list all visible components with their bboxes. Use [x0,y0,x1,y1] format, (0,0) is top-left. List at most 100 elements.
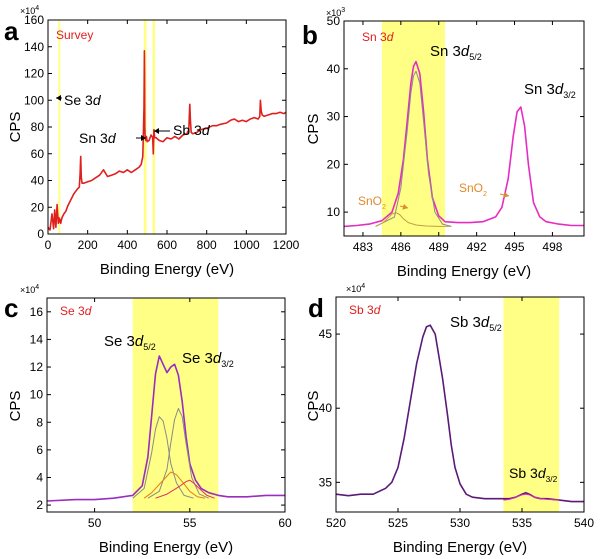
x-tick-label: 540 [574,516,594,530]
y-multiplier: ×104 [20,284,39,295]
annotation-arrowhead [402,203,408,210]
y-axis-label: CPS [305,114,322,145]
peak-annotation: Sb 3d3/2 [509,465,558,484]
panel-tag: Sn 3d [362,30,394,44]
x-axis-label: Binding Energy (eV) [99,539,233,556]
y-tick-label: 8 [36,415,43,429]
annotation-italic: d [481,314,490,331]
y-multiplier: ×103 [326,7,345,18]
x-tick-label: 489 [429,240,449,254]
peak-annotation: Sn 3d5/2 [430,43,482,62]
peak-annotation: Se 3d3/2 [182,350,234,369]
multiplier-exp: 4 [35,284,39,291]
tag-text: Sn 3 [362,30,387,44]
annotation-text: SnO [459,181,483,195]
x-tick-label: 520 [326,516,346,530]
annotation-text: Sb 3 [509,465,538,481]
multiplier-base: ×10 [20,6,35,16]
panel-tag: Survey [56,28,93,42]
series-line-envelope [46,355,285,502]
annotation-italic: d [461,43,470,60]
annotation-subscript: 5/2 [489,323,502,333]
x-tick-label: 0 [45,238,52,252]
annotation-subscript: 3/2 [546,474,558,484]
panel-label: a [4,16,19,46]
y-tick-label: 160 [24,13,44,27]
x-tick-label: 525 [388,516,408,530]
annotation-italic: d [93,92,102,108]
multiplier-exp: 4 [361,283,365,290]
panel-label: b [302,20,318,50]
series-line-component [503,493,560,501]
tag-text: Sb 3 [349,303,374,317]
multiplier-base: ×10 [326,8,341,18]
panel-tag: Se 3d [60,304,92,318]
highlight-band [58,20,61,234]
annotation-italic: d [555,81,564,98]
y-tick-label: 35 [319,475,333,489]
y-tick-label: 120 [24,67,44,81]
highlight-band [503,297,560,512]
annotation-italic: d [108,130,117,146]
annotation-subscript: 5/2 [143,342,156,352]
annotation-text: Se 3 [104,333,135,350]
x-tick-label: 498 [542,240,562,254]
x-axis-label: Binding Energy (eV) [100,261,234,278]
y-tick-label: 50 [327,14,341,28]
annotation-subscript: 5/2 [469,52,482,62]
highlight-band [152,20,156,234]
y-tick-label: 100 [24,93,44,107]
x-tick-label: 55 [183,516,197,530]
y-tick-label: 16 [30,305,44,319]
x-tick-label: 492 [467,240,487,254]
plot-frame [343,20,585,237]
x-axis-label: Binding Energy (eV) [393,539,527,556]
y-tick-label: 45 [319,327,333,341]
y-tick-label: 10 [327,205,341,219]
annotation-subscript: 3/2 [563,90,576,100]
tag-italic: d [387,30,394,44]
multiplier-base: ×10 [346,284,361,294]
peak-annotation: Se 3d [64,92,102,108]
x-tick-label: 60 [278,516,292,530]
peak-annotation: Sb 3d [173,122,211,138]
series-line-envelope [343,60,584,228]
y-axis-label: CPS [7,112,24,143]
annotation-text: Sb 3 [450,314,481,331]
tag-text: Se 3 [60,304,85,318]
x-tick-label: 483 [353,240,373,254]
annotation-arrowhead [141,135,146,141]
annotation-italic: d [538,465,547,481]
x-tick-label: 530 [450,516,470,530]
y-tick-label: 12 [30,360,44,374]
y-multiplier: ×104 [346,283,365,294]
annotation-italic: d [135,333,144,350]
x-tick-label: 495 [505,240,525,254]
peak-annotation: Sn 3d [79,130,117,146]
panel-b: 483 486 489 492 495 498 10 20 30 40 50 Binding Ener… [302,7,585,280]
y-axis-label: CPS [7,391,24,422]
annotation-subscript: 3/2 [221,359,234,369]
y-tick-label: 40 [327,62,341,76]
y-tick-label: 2 [36,498,43,512]
multiplier-base: ×10 [20,285,35,295]
y-tick-label: 40 [319,401,333,415]
plot-frame [47,19,287,235]
y-tick-label: 10 [30,388,44,402]
series-line-component [143,471,206,499]
x-tick-label: 535 [512,516,532,530]
y-multiplier: ×104 [20,5,39,16]
annotation-text: SnO [358,194,382,208]
y-tick-label: 0 [37,227,44,241]
y-tick-label: 60 [31,147,45,161]
panel-label: c [4,293,18,323]
tag-italic: d [374,303,381,317]
annotation-arrowhead [503,192,509,198]
annotation-text: Sb 3 [173,122,202,138]
annotation-text: Sn 3 [430,43,461,60]
peak-annotation: SnO2 [459,181,487,198]
panel-c: 50 55 60 2 4 6 8 10 12 14 16 Binding Energy (eV) CPS… [4,284,292,556]
y-tick-label: 140 [24,40,44,54]
annotation-italic: d [202,122,211,138]
